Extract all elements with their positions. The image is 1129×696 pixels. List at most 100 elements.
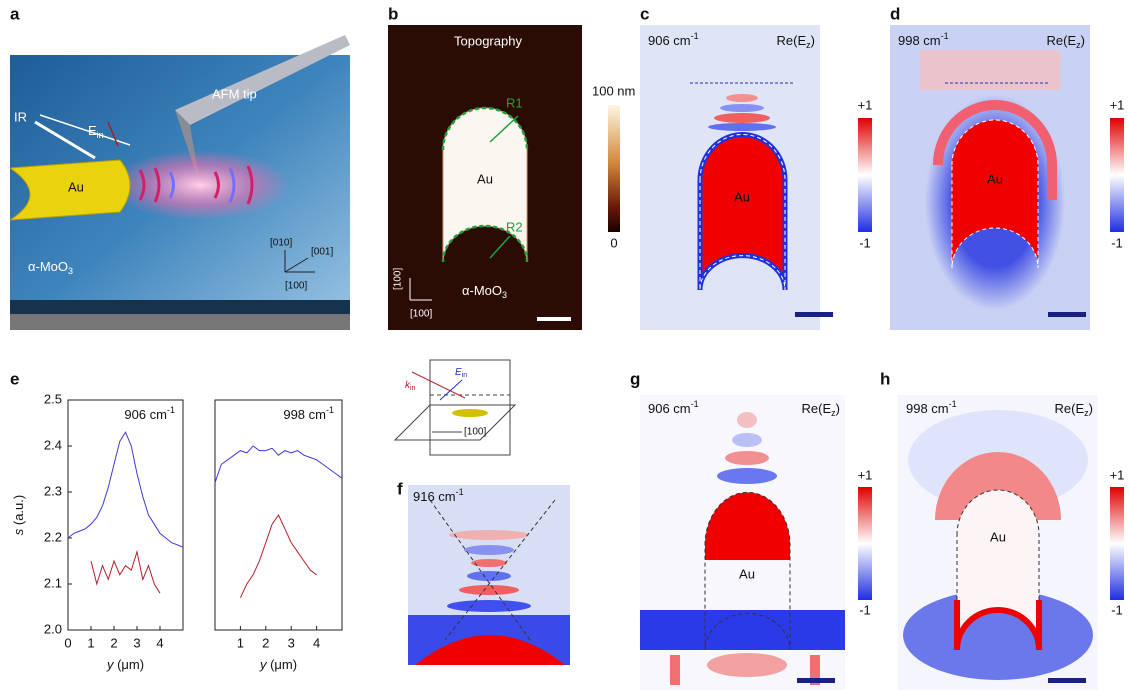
shape: )	[811, 33, 815, 48]
shape: 998 cm	[906, 401, 949, 416]
e-arrow	[440, 380, 462, 400]
panel-label: h	[880, 369, 890, 388]
substrate	[10, 300, 350, 314]
colorbar-max: +1	[858, 467, 873, 482]
scale-bar	[797, 678, 835, 683]
shape: Re(E	[1047, 33, 1077, 48]
colorbar-max: +1	[1110, 97, 1125, 112]
panel-label: d	[890, 4, 900, 23]
panel-label: a	[10, 4, 20, 23]
shape: )	[1081, 33, 1085, 48]
scale-bar	[537, 317, 571, 321]
plot-frame	[68, 400, 183, 630]
shape	[737, 412, 757, 428]
colorbar	[1110, 118, 1124, 232]
shape: 3	[68, 266, 73, 276]
data-line	[215, 446, 342, 483]
geometry-inset: Ein kin [100]	[395, 360, 515, 455]
shape	[717, 468, 777, 484]
colorbar	[858, 118, 872, 232]
shape	[640, 610, 845, 650]
colorbar-max: +1	[858, 97, 873, 112]
axis-label: [100]	[285, 281, 307, 292]
panel-label: f	[397, 479, 403, 498]
data-line	[91, 552, 160, 593]
au-label: Au	[734, 189, 750, 204]
panel-label: g	[630, 369, 640, 388]
shape: Re(E	[1055, 401, 1085, 416]
colorbar-min: -1	[1111, 602, 1123, 617]
x-tick-label: 0	[64, 635, 71, 650]
panel-label: e	[10, 369, 19, 388]
panel-b: b Topography R1 R2 Au 100 nm 0 [100] [10…	[388, 4, 635, 330]
x-tick-label: 4	[156, 635, 163, 650]
title-sup: -1	[167, 405, 175, 415]
shape: 906 cm	[648, 33, 691, 48]
shape: E	[88, 123, 97, 138]
colorbar-min: -1	[859, 235, 871, 250]
shape: 998 cm	[898, 33, 941, 48]
panel-title: Topography	[454, 33, 522, 48]
panel-c: c 906 cm-1 Re(Ez) Au +1 -1	[640, 4, 872, 330]
x-tick-label: 2	[262, 635, 269, 650]
ir-label: IR	[14, 109, 27, 124]
x-tick-label: 1	[87, 635, 94, 650]
label-rest: (μm)	[113, 657, 144, 672]
x-tick-label: 2	[110, 635, 117, 650]
panel-a: a Ein IR AFM tip Au α-MoO3 [010] [001] […	[10, 4, 350, 330]
y-tick-label: 2.3	[44, 483, 62, 498]
au-label: Au	[739, 566, 755, 581]
panel-f: f 916 cm-1	[397, 479, 570, 665]
title-main: 998 cm	[283, 407, 326, 422]
panel-d: d 998 cm-1 Re(Ez) Au +1 -1	[890, 4, 1124, 330]
x-tick-label: 3	[288, 635, 295, 650]
shape	[725, 451, 769, 465]
shape	[670, 655, 680, 685]
material-label: α-MoO3	[462, 283, 507, 300]
x-axis-label: y (μm)	[106, 657, 144, 672]
shape: -1	[456, 487, 464, 497]
r1-label: R1	[506, 95, 523, 110]
base	[10, 314, 350, 330]
colorbar	[1110, 487, 1124, 600]
shape: -1	[691, 31, 699, 41]
colorbar-max: 100 nm	[592, 83, 635, 98]
shape: in	[462, 372, 468, 379]
colorbar-max: +1	[1110, 467, 1125, 482]
shape	[707, 653, 787, 677]
shape	[720, 104, 764, 112]
chart-title: 998 cm-1	[283, 405, 334, 422]
shape	[732, 433, 762, 447]
axis-label: [010]	[270, 238, 292, 249]
material-label: α-MoO3	[28, 259, 73, 276]
shape	[447, 600, 531, 612]
au-disk	[452, 409, 488, 417]
au-label: Au	[477, 171, 493, 186]
shape: )	[836, 401, 840, 416]
y-axis-label: s (a.u.)	[11, 495, 26, 535]
shape: -1	[691, 399, 699, 409]
data-line	[240, 515, 316, 598]
shape: α-MoO	[28, 259, 68, 274]
au-label: Au	[990, 529, 1006, 544]
shape: -1	[941, 31, 949, 41]
x-axis-label: y (μm)	[259, 657, 297, 672]
figure: a Ein IR AFM tip Au α-MoO3 [010] [001] […	[0, 0, 1129, 696]
shape: in	[410, 385, 416, 392]
shape	[714, 113, 770, 123]
chart-title: 906 cm-1	[124, 405, 175, 422]
shape: 906 cm	[648, 401, 691, 416]
colorbar-min: 0	[610, 235, 617, 250]
shape: 916 cm	[413, 489, 456, 504]
panel-h: h 998 cm-1 Re(Ez) Au +1 -1	[880, 369, 1124, 690]
shape: Re(E	[802, 401, 832, 416]
shape: )	[1089, 401, 1093, 416]
x-tick-label: 1	[237, 635, 244, 650]
title-sup: -1	[326, 405, 334, 415]
shape: -1	[949, 399, 957, 409]
y-tick-label: 2.0	[44, 621, 62, 636]
shape	[708, 123, 776, 131]
axis-label: [100]	[393, 268, 404, 290]
x-tick-label: 4	[313, 635, 320, 650]
shape: 3	[502, 290, 507, 300]
